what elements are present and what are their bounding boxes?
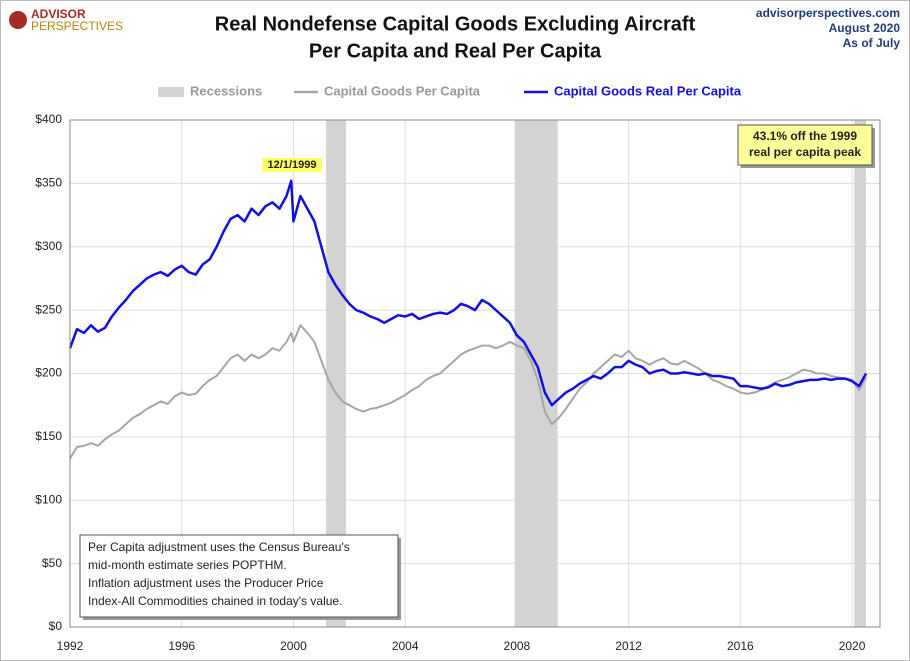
recession: [326, 120, 346, 627]
y-tick-label: $200: [35, 366, 62, 380]
source: advisorperspectives.com: [756, 6, 900, 20]
y-tick-label: $150: [35, 429, 62, 443]
peak-label-box: [262, 158, 322, 172]
callout-text: 43.1% off the 1999: [753, 129, 857, 143]
peak-label: 12/1/1999: [268, 159, 317, 171]
recession: [854, 120, 867, 627]
y-tick-label: $50: [42, 556, 62, 570]
x-tick-label: 2008: [504, 639, 531, 653]
x-tick-label: 2012: [615, 639, 642, 653]
y-tick-label: $350: [35, 176, 62, 190]
series-line: [69, 324, 867, 459]
plot-border: [69, 119, 881, 628]
legend-label: Capital Goods Real Per Capita: [554, 83, 742, 98]
logo-icon: [9, 11, 27, 29]
y-tick-label: $100: [35, 492, 62, 506]
note-box: [79, 534, 399, 618]
source: As of July: [843, 36, 901, 50]
chart-title: Per Capita and Real Per Capita: [309, 40, 602, 62]
y-tick-label: $400: [35, 112, 62, 126]
note-text: Index-All Commodities chained in today's…: [88, 594, 342, 608]
y-tick-label: $250: [35, 302, 62, 316]
source: August 2020: [829, 21, 901, 35]
callout-text: real per capita peak: [749, 145, 861, 159]
x-tick-label: 2004: [392, 639, 419, 653]
legend-label: Recessions: [190, 83, 262, 98]
logo: PERSPECTIVES: [31, 19, 123, 33]
x-tick-label: 2020: [839, 639, 866, 653]
series-line: [68, 179, 868, 407]
callout-box: [737, 124, 873, 166]
x-tick-label: 1996: [168, 639, 195, 653]
x-tick-label: 1992: [57, 639, 84, 653]
chart-title: Real Nondefense Capital Goods Excluding …: [215, 13, 696, 35]
logo: ADVISOR: [31, 7, 86, 21]
y-tick-label: $300: [35, 239, 62, 253]
note-text: Inflation adjustment uses the Producer P…: [88, 576, 324, 590]
legend-label: Capital Goods Per Capita: [324, 83, 481, 98]
x-tick-label: 2000: [280, 639, 307, 653]
note-text: Per Capita adjustment uses the Census Bu…: [88, 540, 350, 554]
x-tick-label: 2016: [727, 639, 754, 653]
note-text: mid-month estimate series POPTHM.: [88, 558, 287, 572]
y-tick-label: $0: [49, 619, 63, 633]
legend-swatch: [158, 87, 184, 97]
